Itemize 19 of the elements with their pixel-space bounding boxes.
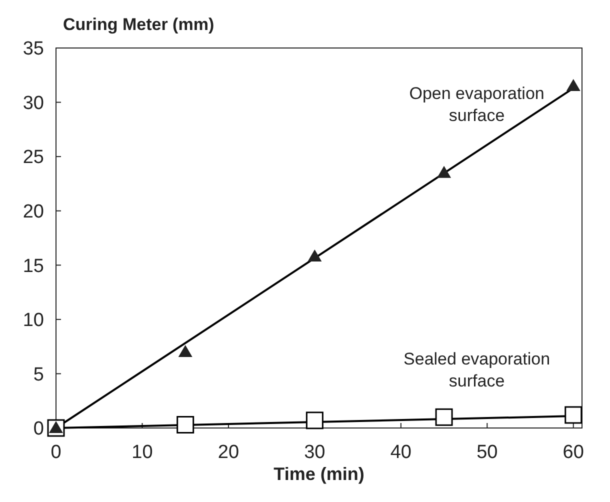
y-tick-label: 5: [33, 364, 44, 386]
x-tick-label: 50: [476, 442, 498, 463]
y-tick-label: 25: [22, 147, 44, 168]
y-tick-label: 20: [22, 202, 44, 223]
y-tick-label: 10: [22, 310, 44, 332]
x-tick-label: 0: [50, 442, 62, 463]
y-tick-label: 0: [33, 418, 44, 440]
x-axis-title: Time (min): [274, 464, 364, 484]
x-tick-label: 40: [390, 442, 412, 463]
y-tick-label: 30: [22, 92, 44, 114]
series-label: Sealed evaporation surface: [404, 350, 550, 391]
x-tick-label: 20: [218, 442, 240, 463]
y-axis-title: Curing Meter (mm): [63, 15, 214, 34]
x-tick-label: 10: [132, 442, 153, 463]
x-tick-label: 60: [562, 442, 584, 463]
series-label: Open evaporation surface: [409, 84, 544, 125]
y-tick-label: 35: [22, 38, 44, 60]
y-tick-label: 15: [22, 256, 44, 277]
x-tick-label: 30: [304, 442, 326, 463]
